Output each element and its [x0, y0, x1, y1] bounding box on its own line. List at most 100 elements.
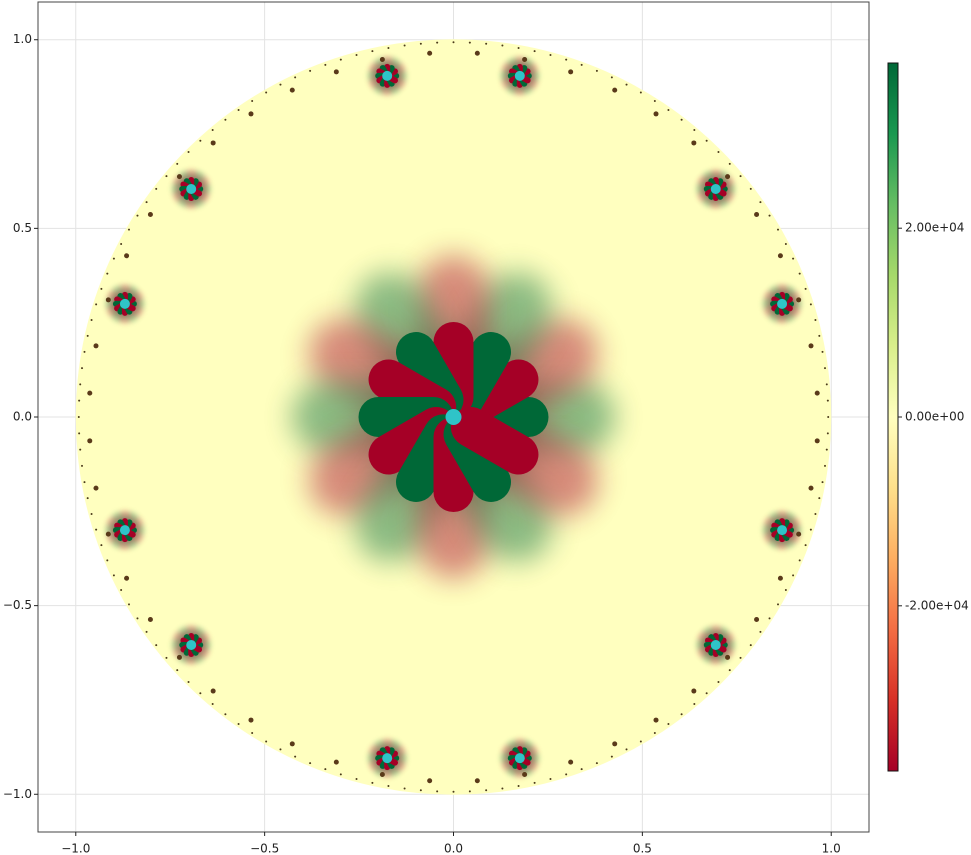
field-feature	[248, 717, 254, 723]
field-feature	[796, 531, 802, 537]
field-feature	[522, 772, 528, 778]
field-feature	[667, 109, 670, 112]
y-tick-label: −0.5	[3, 598, 32, 612]
field-feature	[136, 617, 139, 620]
field-feature	[565, 773, 568, 776]
field-feature	[309, 762, 312, 765]
field-feature	[452, 41, 455, 44]
field-feature	[83, 350, 86, 353]
field-feature	[211, 128, 214, 131]
field-feature	[452, 790, 455, 793]
field-feature	[165, 175, 168, 178]
field-feature	[93, 343, 99, 349]
field-feature	[371, 50, 374, 53]
field-feature	[77, 416, 80, 418]
field-feature	[821, 350, 824, 353]
field-feature	[155, 644, 158, 647]
field-feature	[199, 139, 202, 142]
field-feature	[825, 448, 828, 451]
x-tick-label: −0.5	[250, 842, 279, 855]
field-feature	[237, 109, 240, 112]
field-feature	[768, 617, 771, 620]
field-feature	[187, 151, 190, 154]
field-feature	[124, 253, 130, 259]
field-feature	[403, 787, 406, 790]
field-feature	[324, 768, 327, 771]
field-feature	[100, 287, 103, 290]
field-feature	[419, 789, 422, 792]
field-feature	[804, 544, 807, 547]
field-feature	[265, 91, 268, 94]
field-feature	[500, 56, 540, 96]
field-feature	[809, 303, 812, 306]
field-feature	[533, 50, 536, 53]
field-feature	[777, 253, 783, 259]
field-feature	[522, 56, 528, 62]
field-feature	[474, 50, 480, 56]
field-feature	[339, 773, 342, 776]
field-feature	[403, 44, 406, 47]
field-feature	[500, 738, 540, 778]
x-tick-label: 1.0	[822, 842, 841, 855]
field-feature	[762, 510, 802, 550]
field-feature	[224, 118, 227, 121]
field-feature	[825, 383, 828, 386]
field-feature	[100, 544, 103, 547]
field-feature	[717, 151, 720, 154]
field-feature	[265, 740, 268, 743]
field-feature	[379, 772, 385, 778]
field-feature	[777, 575, 783, 581]
x-tick-label: 0.0	[444, 842, 463, 855]
field-feature	[127, 603, 130, 606]
field-feature	[427, 50, 433, 56]
field-feature	[294, 76, 297, 79]
field-feature	[639, 740, 642, 743]
field-feature	[436, 790, 439, 793]
field-feature	[333, 69, 339, 75]
field-feature	[798, 272, 801, 275]
field-feature	[251, 732, 254, 735]
field-feature	[367, 56, 407, 96]
field-feature	[147, 211, 153, 217]
y-tick-label: −1.0	[3, 787, 32, 801]
field-feature	[798, 559, 801, 562]
field-feature	[759, 201, 762, 204]
field-feature	[292, 255, 615, 579]
field-feature	[86, 334, 89, 337]
field-feature	[165, 656, 168, 659]
field-feature	[83, 481, 86, 484]
field-feature	[145, 630, 148, 633]
field-feature	[565, 58, 568, 61]
field-feature	[610, 755, 613, 758]
field-feature	[501, 787, 504, 790]
field-feature	[696, 169, 735, 209]
field-feature	[762, 284, 802, 324]
colorbar-tick-label: 0.00e+00	[905, 410, 964, 424]
field-feature	[90, 512, 93, 515]
field-feature	[625, 83, 628, 86]
field-feature	[814, 512, 817, 515]
field-feature	[87, 438, 93, 444]
field-feature	[436, 41, 439, 44]
field-feature	[86, 497, 89, 500]
field-feature	[210, 688, 216, 694]
field-feature	[517, 46, 520, 49]
field-feature	[81, 367, 84, 370]
field-feature	[112, 574, 115, 577]
field-feature	[279, 83, 282, 86]
field-feature	[339, 58, 342, 61]
field-feature	[124, 575, 130, 581]
field-feature	[105, 297, 111, 303]
colorbar	[887, 62, 899, 772]
field-feature	[691, 688, 697, 694]
field-feature	[93, 485, 99, 491]
field-feature	[427, 778, 433, 784]
field-feature	[818, 334, 821, 337]
field-feature	[90, 319, 93, 322]
y-tick-label: 0.5	[13, 221, 32, 235]
field-feature	[818, 497, 821, 500]
field-feature	[814, 438, 820, 444]
field-feature	[251, 99, 254, 102]
x-tick-label: −1.0	[61, 842, 90, 855]
field-feature	[517, 785, 520, 788]
